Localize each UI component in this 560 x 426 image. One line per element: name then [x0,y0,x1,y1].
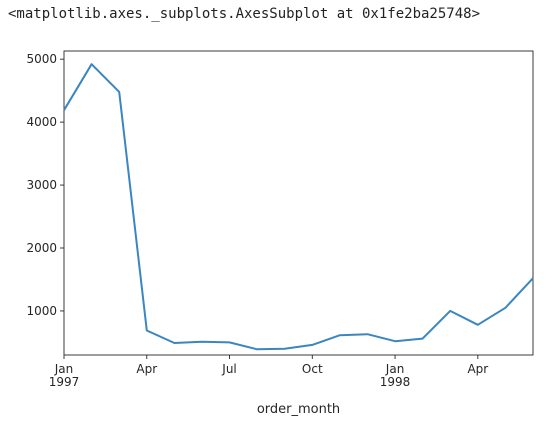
x-tick-label: Apr [136,362,157,376]
y-axis: 1000 2000 3000 4000 5000 [26,52,64,318]
series-line [63,63,534,351]
y-tick-label: 4000 [26,115,57,129]
x-tick-sublabel: 1997 [49,375,80,389]
x-tick-label: Jan [385,362,405,376]
x-tick-sublabel: 1998 [380,375,411,389]
plot-area [63,50,534,356]
y-tick-label: 3000 [26,178,57,192]
output-repr-text: <matplotlib.axes._subplots.AxesSubplot a… [8,6,481,22]
y-tick-label: 5000 [26,52,57,66]
x-tick-label: Jul [221,362,236,376]
y-tick-label: 2000 [26,241,57,255]
y-tick-label: 1000 [26,304,57,318]
axes-frame [63,50,534,356]
x-axis-label: order_month [257,402,340,417]
x-tick-label: Oct [302,362,323,376]
series-layer [63,63,534,351]
x-tick-label: Apr [467,362,488,376]
x-tick-label: Jan [54,362,74,376]
